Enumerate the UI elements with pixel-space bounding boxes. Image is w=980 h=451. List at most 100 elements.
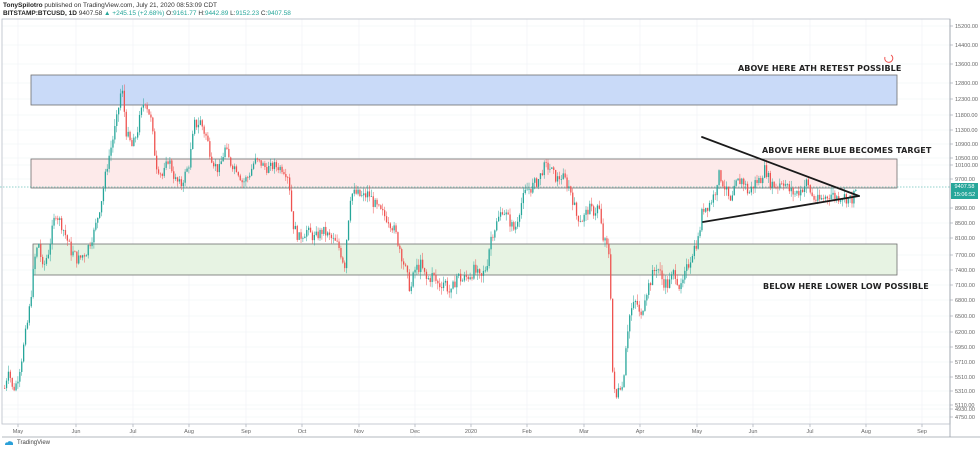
- triangle-trendlines[interactable]: [701, 136, 860, 223]
- candle-body: [251, 168, 253, 176]
- annotation-ath-retest[interactable]: ABOVE HERE ATH RETEST POSSIBLE: [738, 64, 902, 73]
- candle-body: [317, 231, 319, 239]
- candle-body: [42, 256, 44, 265]
- candle-body: [727, 186, 730, 197]
- candle-body: [536, 178, 538, 187]
- candlestick-series: [4, 84, 857, 399]
- candle-body: [423, 267, 426, 272]
- price-tick-label: 11800.00: [955, 113, 978, 119]
- candle-body: [741, 178, 743, 185]
- candle-body: [505, 212, 507, 215]
- candle-body: [36, 247, 38, 257]
- candle-body: [205, 133, 207, 136]
- candle-body: [385, 216, 388, 223]
- candle-body: [674, 270, 676, 279]
- candle-body: [758, 177, 760, 183]
- candle-body: [522, 193, 524, 204]
- candle-body: [448, 291, 450, 293]
- time-axis[interactable]: May Jun Jul Aug Sep Oct Nov Dec 2020 Feb Mar Apr May…: [2, 423, 950, 435]
- candle-body: [710, 202, 713, 204]
- candle-body: [239, 175, 241, 181]
- price-tick-label: 9700.00: [955, 177, 975, 183]
- candle-body: [53, 217, 55, 226]
- candle-body: [323, 226, 325, 234]
- candle-body: [688, 264, 690, 268]
- candle-body: [659, 269, 661, 271]
- triangle-lower[interactable]: [702, 195, 860, 223]
- candle-body: [359, 189, 361, 196]
- time-tick-label: Mar: [579, 429, 589, 435]
- candle-body: [781, 183, 783, 185]
- candle-body: [767, 172, 770, 178]
- candle-body: [617, 388, 619, 398]
- candle-body: [32, 269, 34, 297]
- candle-body: [708, 202, 711, 211]
- price-tick-label: 4930.00: [955, 407, 975, 413]
- author-name[interactable]: TonySpilotro: [3, 2, 43, 9]
- candle-body: [85, 255, 87, 257]
- candle-body: [547, 162, 549, 170]
- candle-body: [840, 200, 842, 202]
- candle-body: [165, 161, 167, 168]
- candle-body: [319, 229, 321, 239]
- candle-body: [5, 380, 8, 389]
- candle-body: [349, 200, 352, 221]
- annotation-blue-target[interactable]: ABOVE HERE BLUE BECOMES TARGET: [762, 146, 932, 155]
- annotation-lower-low[interactable]: BELOW HERE LOWER LOW POSSIBLE: [763, 282, 929, 291]
- price-axis[interactable]: 15200.00 14400.00 13600.00 12800.00 12300.00…: [950, 24, 978, 421]
- pink-resistance-zone[interactable]: [30, 158, 898, 189]
- price-tick-label: 13600.00: [955, 62, 978, 68]
- candle-body: [315, 231, 317, 236]
- price-tick-label: 5510.00: [955, 375, 975, 381]
- candle-body: [99, 212, 101, 218]
- candle-body: [745, 183, 747, 185]
- candle-body: [444, 280, 447, 283]
- candle-body: [486, 265, 488, 271]
- candle-body: [754, 180, 756, 189]
- candle-body: [773, 181, 775, 188]
- candle-body: [61, 218, 63, 231]
- candle-body: [771, 181, 773, 188]
- candle-body: [585, 209, 587, 215]
- candle-body: [266, 167, 268, 173]
- candle-body: [169, 160, 171, 164]
- candle-body: [277, 167, 279, 171]
- candle-body: [64, 230, 67, 236]
- candle-body: [137, 132, 139, 138]
- time-tick-label: Aug: [184, 429, 194, 435]
- candle-body: [408, 272, 410, 292]
- blue-ath-zone[interactable]: [30, 74, 898, 106]
- candle-body: [720, 170, 722, 182]
- candle-body: [526, 189, 528, 191]
- candle-body: [454, 281, 456, 288]
- candle-body: [292, 211, 295, 230]
- candle-body: [777, 187, 779, 189]
- candle-body: [701, 208, 703, 231]
- candle-body: [59, 218, 61, 221]
- candle-body: [287, 177, 289, 178]
- candle-body: [610, 254, 612, 299]
- tradingview-logo[interactable]: TradingView: [4, 440, 50, 446]
- candle-body: [159, 173, 162, 175]
- candle-body: [517, 221, 519, 227]
- candle-body: [346, 239, 348, 269]
- price-zones: [30, 74, 898, 276]
- candle-body: [404, 264, 407, 266]
- low-value: 9152.23: [235, 10, 260, 17]
- candle-body: [606, 238, 608, 245]
- candle-body: [68, 240, 70, 242]
- green-support-zone[interactable]: [32, 243, 898, 276]
- candle-body: [285, 173, 287, 178]
- candle-body: [186, 168, 188, 172]
- candle-body: [562, 173, 564, 180]
- candle-body: [460, 273, 462, 282]
- candle-body: [334, 237, 336, 241]
- triangle-upper[interactable]: [701, 136, 860, 197]
- candle-body: [382, 208, 384, 211]
- candle-body: [452, 281, 454, 289]
- candle-body: [450, 288, 452, 293]
- candle-body: [667, 279, 669, 288]
- candle-body: [43, 263, 46, 265]
- candle-body: [357, 189, 359, 194]
